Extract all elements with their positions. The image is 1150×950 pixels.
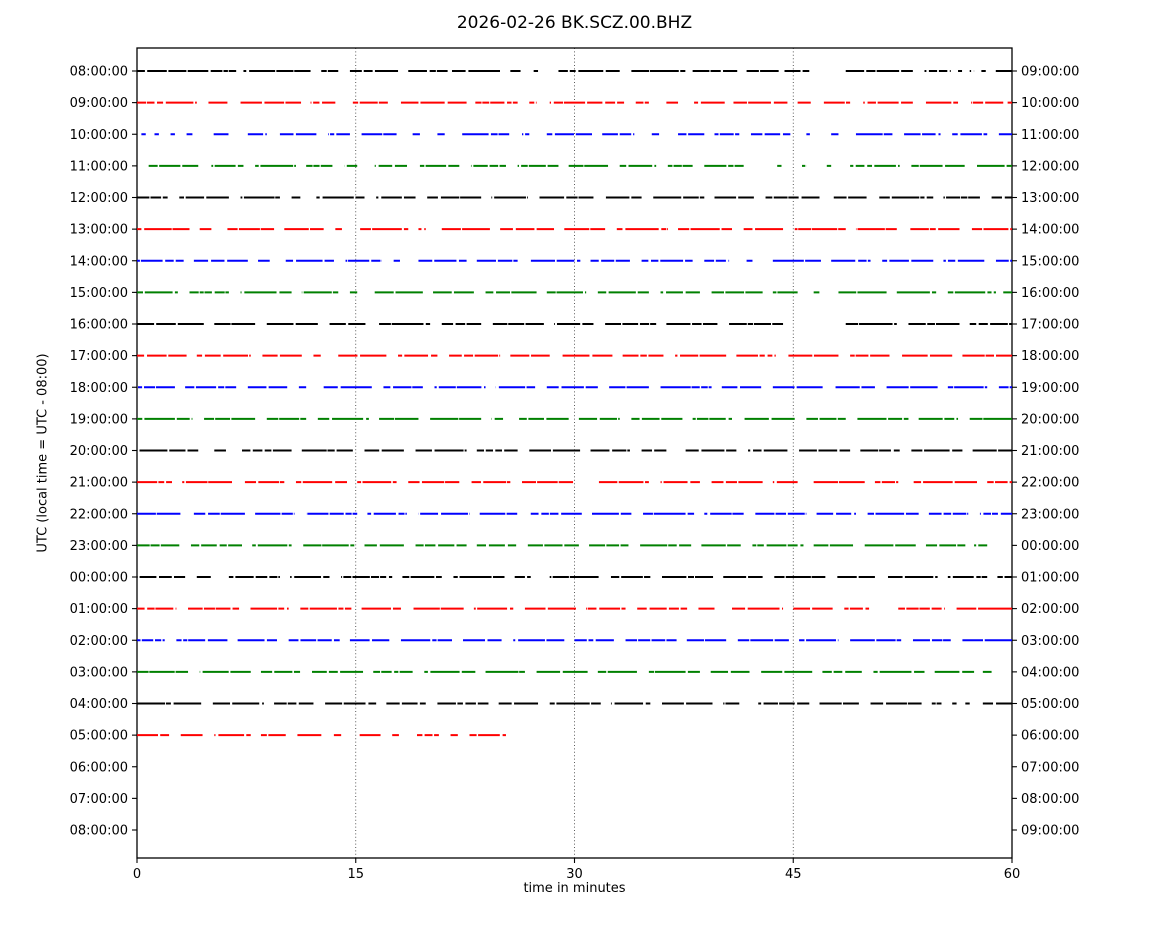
y-tick-label-right: 21:00:00 bbox=[1021, 444, 1079, 459]
y-tick-label-left: 10:00:00 bbox=[70, 128, 128, 143]
x-axis-label: time in minutes bbox=[523, 881, 626, 896]
y-tick-label-right: 20:00:00 bbox=[1021, 412, 1079, 427]
y-tick-label-right: 10:00:00 bbox=[1021, 96, 1079, 111]
y-tick-label-left: 00:00:00 bbox=[70, 571, 128, 586]
y-tick-label-left: 04:00:00 bbox=[70, 697, 128, 712]
y-tick-label-left: 05:00:00 bbox=[70, 729, 128, 744]
y-tick-label-right: 12:00:00 bbox=[1021, 159, 1079, 174]
chart-title: 2026-02-26 BK.SCZ.00.BHZ bbox=[456, 13, 693, 33]
y-tick-label-right: 04:00:00 bbox=[1021, 665, 1079, 680]
y-tick-label-left: 17:00:00 bbox=[70, 349, 128, 364]
y-tick-label-right: 16:00:00 bbox=[1021, 286, 1079, 301]
x-tick-label: 15 bbox=[347, 867, 364, 882]
y-tick-label-right: 00:00:00 bbox=[1021, 539, 1079, 554]
x-tick-label: 45 bbox=[785, 867, 802, 882]
x-tick-label: 60 bbox=[1004, 867, 1021, 882]
y-tick-label-right: 01:00:00 bbox=[1021, 571, 1079, 586]
y-tick-label-right: 05:00:00 bbox=[1021, 697, 1079, 712]
y-tick-label-right: 15:00:00 bbox=[1021, 254, 1079, 269]
y-tick-label-right: 07:00:00 bbox=[1021, 760, 1079, 775]
y-tick-label-left: 20:00:00 bbox=[70, 444, 128, 459]
y-tick-label-left: 11:00:00 bbox=[70, 159, 128, 174]
y-tick-label-left: 13:00:00 bbox=[70, 223, 128, 238]
y-tick-label-left: 16:00:00 bbox=[70, 318, 128, 333]
y-tick-label-left: 06:00:00 bbox=[70, 760, 128, 775]
y-tick-label-left: 03:00:00 bbox=[70, 665, 128, 680]
y-tick-label-left: 15:00:00 bbox=[70, 286, 128, 301]
y-tick-label-left: 02:00:00 bbox=[70, 634, 128, 649]
y-tick-label-right: 14:00:00 bbox=[1021, 223, 1079, 238]
y-tick-label-right: 13:00:00 bbox=[1021, 191, 1079, 206]
y-tick-label-right: 17:00:00 bbox=[1021, 318, 1079, 333]
y-tick-label-left: 08:00:00 bbox=[70, 65, 128, 80]
x-tick-label: 30 bbox=[566, 867, 583, 882]
y-tick-label-right: 19:00:00 bbox=[1021, 381, 1079, 396]
y-tick-label-right: 02:00:00 bbox=[1021, 602, 1079, 617]
y-tick-label-right: 09:00:00 bbox=[1021, 65, 1079, 80]
y-tick-label-right: 23:00:00 bbox=[1021, 507, 1079, 522]
y-tick-label-right: 22:00:00 bbox=[1021, 476, 1079, 491]
x-tick-label: 0 bbox=[133, 867, 141, 882]
y-tick-label-left: 09:00:00 bbox=[70, 96, 128, 111]
y-tick-label-left: 22:00:00 bbox=[70, 507, 128, 522]
y-tick-label-left: 18:00:00 bbox=[70, 381, 128, 396]
y-tick-label-left: 07:00:00 bbox=[70, 792, 128, 807]
y-tick-label-right: 08:00:00 bbox=[1021, 792, 1079, 807]
y-tick-label-left: 01:00:00 bbox=[70, 602, 128, 617]
y-tick-label-right: 06:00:00 bbox=[1021, 729, 1079, 744]
y-tick-label-left: 23:00:00 bbox=[70, 539, 128, 554]
y-tick-label-left: 08:00:00 bbox=[70, 824, 128, 839]
y-tick-label-left: 12:00:00 bbox=[70, 191, 128, 206]
y-tick-label-right: 11:00:00 bbox=[1021, 128, 1079, 143]
y-tick-label-left: 21:00:00 bbox=[70, 476, 128, 491]
y-tick-label-right: 09:00:00 bbox=[1021, 824, 1079, 839]
y-tick-label-left: 14:00:00 bbox=[70, 254, 128, 269]
y-tick-label-left: 19:00:00 bbox=[70, 412, 128, 427]
y-tick-label-right: 18:00:00 bbox=[1021, 349, 1079, 364]
y-tick-label-right: 03:00:00 bbox=[1021, 634, 1079, 649]
